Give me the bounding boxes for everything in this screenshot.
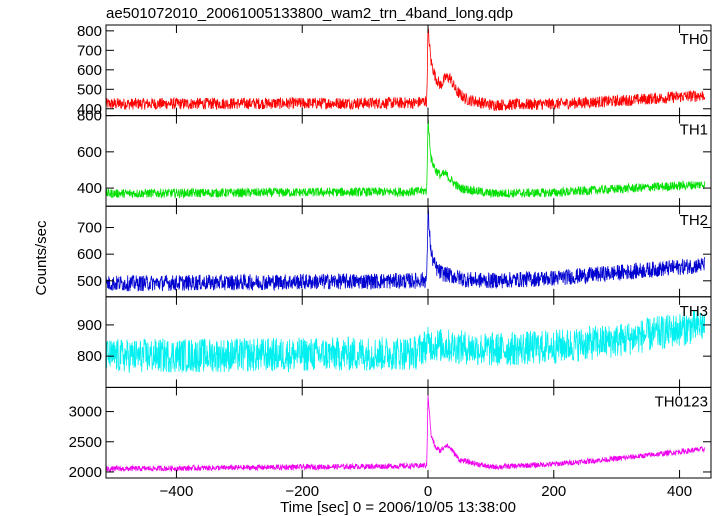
panel-label-th0123: TH0123 bbox=[655, 393, 708, 410]
x-tick-label: −400 bbox=[160, 483, 194, 500]
series-line-th0123 bbox=[106, 394, 706, 473]
y-tick-label: 600 bbox=[77, 62, 102, 79]
panel-th0: 400 500 600 700 800 TH0 bbox=[77, 23, 712, 118]
y-tick-label: 400 bbox=[77, 101, 102, 118]
panel-th1: 400 600 800 TH1 bbox=[77, 108, 712, 207]
x-tick-label: 0 bbox=[424, 483, 432, 500]
panel-th0123: 2000 2500 3000 TH0123 bbox=[69, 386, 712, 481]
y-tick-label: 800 bbox=[77, 348, 102, 365]
panel-label-th3: TH3 bbox=[680, 303, 708, 320]
x-tick-label: −200 bbox=[285, 483, 319, 500]
panel-th3: 800 900 TH3 bbox=[77, 296, 712, 388]
y-tick-label: 600 bbox=[77, 144, 102, 161]
y-tick-label: 400 bbox=[77, 180, 102, 197]
y-tick-label: 700 bbox=[77, 42, 102, 59]
y-tick-label: 2000 bbox=[69, 464, 102, 481]
panel-label-th1: TH1 bbox=[680, 122, 708, 139]
series-line-th3 bbox=[106, 310, 706, 374]
y-tick-label: 2500 bbox=[69, 434, 102, 451]
x-tick-label: 200 bbox=[541, 483, 566, 500]
panel-th2: 500 600 700 TH2 bbox=[77, 205, 712, 298]
y-tick-label: 900 bbox=[77, 317, 102, 334]
panel-label-th2: TH2 bbox=[680, 212, 708, 229]
y-tick-label: 600 bbox=[77, 246, 102, 263]
y-tick-label: 800 bbox=[77, 108, 102, 125]
series-line-th1 bbox=[106, 115, 706, 200]
series-line-th0 bbox=[106, 27, 706, 112]
y-tick-label: 800 bbox=[77, 23, 102, 40]
y-tick-label: 500 bbox=[77, 273, 102, 290]
y-tick-label: 700 bbox=[77, 220, 102, 237]
panel-stack: 400 500 600 700 800 TH0 400 600 800 TH1 500 600 700 T… bbox=[69, 23, 712, 500]
panel-label-th0: TH0 bbox=[680, 31, 708, 48]
y-axis-label: Counts/sec bbox=[33, 220, 50, 296]
y-tick-label: 3000 bbox=[69, 404, 102, 421]
series-line-th2 bbox=[106, 207, 706, 292]
x-axis-label: Time [sec] 0 = 2006/10/05 13:38:00 bbox=[280, 499, 516, 516]
y-tick-label: 500 bbox=[77, 81, 102, 98]
panel-frame bbox=[105, 386, 712, 479]
x-tick-label: 400 bbox=[667, 483, 692, 500]
chart-title: ae501072010_20061005133800_wam2_trn_4ban… bbox=[106, 5, 513, 22]
